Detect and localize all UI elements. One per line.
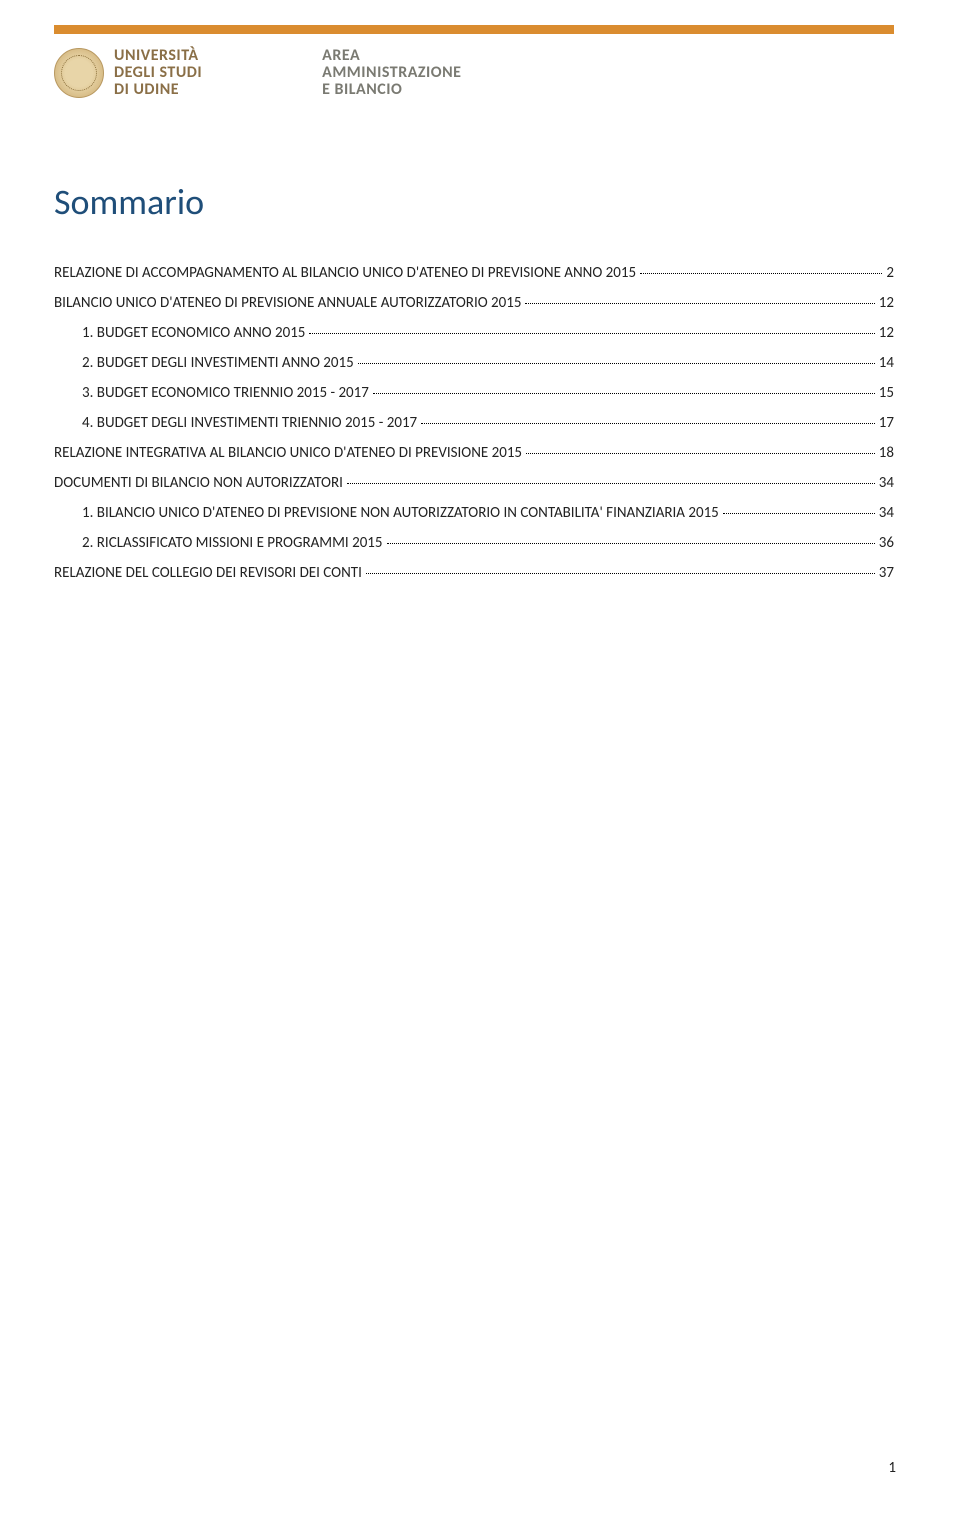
toc-page: 34 <box>879 474 894 492</box>
toc-label: 2. BUDGET DEGLI INVESTIMENTI ANNO 2015 <box>82 354 354 372</box>
toc-page: 37 <box>879 564 894 582</box>
toc-row[interactable]: 1. BILANCIO UNICO D'ATENEO DI PREVISIONE… <box>54 504 894 522</box>
toc-leader <box>387 543 875 544</box>
accent-bar <box>54 25 894 34</box>
toc-page: 18 <box>879 444 894 462</box>
uniud-wordmark: UNIVERSITÀ DEGLI STUDI DI UDINE <box>114 48 202 98</box>
toc-leader <box>373 393 875 394</box>
toc-page: 15 <box>879 384 894 402</box>
toc-leader <box>526 453 875 454</box>
toc-label: RELAZIONE DI ACCOMPAGNAMENTO AL BILANCIO… <box>54 264 636 282</box>
toc-leader <box>525 303 874 304</box>
toc-leader <box>309 333 874 334</box>
toc-label: DOCUMENTI DI BILANCIO NON AUTORIZZATORI <box>54 474 343 492</box>
toc-label: 1. BILANCIO UNICO D'ATENEO DI PREVISIONE… <box>82 504 719 522</box>
toc-label: 3. BUDGET ECONOMICO TRIENNIO 2015 - 2017 <box>82 384 369 402</box>
content: Sommario RELAZIONE DI ACCOMPAGNAMENTO AL… <box>54 180 894 594</box>
toc-leader <box>640 273 882 274</box>
toc-leader <box>366 573 875 574</box>
toc-row[interactable]: RELAZIONE INTEGRATIVA AL BILANCIO UNICO … <box>54 444 894 462</box>
toc-leader <box>358 363 875 364</box>
toc-label: RELAZIONE INTEGRATIVA AL BILANCIO UNICO … <box>54 444 522 462</box>
toc-label: BILANCIO UNICO D'ATENEO DI PREVISIONE AN… <box>54 294 521 312</box>
uniud-line3: DI UDINE <box>114 82 202 99</box>
toc-page: 34 <box>879 504 894 522</box>
toc-page: 12 <box>879 324 894 342</box>
toc-label: RELAZIONE DEL COLLEGIO DEI REVISORI DEI … <box>54 564 362 582</box>
toc-row[interactable]: DOCUMENTI DI BILANCIO NON AUTORIZZATORI 3… <box>54 474 894 492</box>
page-title: Sommario <box>54 180 894 224</box>
toc-row[interactable]: RELAZIONE DEL COLLEGIO DEI REVISORI DEI … <box>54 564 894 582</box>
toc-page: 14 <box>879 354 894 372</box>
toc-label: 1. BUDGET ECONOMICO ANNO 2015 <box>82 324 305 342</box>
header-logos: UNIVERSITÀ DEGLI STUDI DI UDINE AREA AMM… <box>54 48 461 98</box>
uniud-seal-icon <box>54 48 104 98</box>
toc-label: 4. BUDGET DEGLI INVESTIMENTI TRIENNIO 20… <box>82 414 417 432</box>
toc-page: 36 <box>879 534 894 552</box>
uniud-logo: UNIVERSITÀ DEGLI STUDI DI UDINE <box>54 48 202 98</box>
toc-row[interactable]: 2. BUDGET DEGLI INVESTIMENTI ANNO 2015 14 <box>54 354 894 372</box>
toc-row[interactable]: 4. BUDGET DEGLI INVESTIMENTI TRIENNIO 20… <box>54 414 894 432</box>
page-number: 1 <box>888 1459 896 1477</box>
toc-row[interactable]: BILANCIO UNICO D'ATENEO DI PREVISIONE AN… <box>54 294 894 312</box>
toc-row[interactable]: 2. RICLASSIFICATO MISSIONI E PROGRAMMI 2… <box>54 534 894 552</box>
toc-row[interactable]: RELAZIONE DI ACCOMPAGNAMENTO AL BILANCIO… <box>54 264 894 282</box>
toc-row[interactable]: 3. BUDGET ECONOMICO TRIENNIO 2015 - 2017… <box>54 384 894 402</box>
area-line3: E BILANCIO <box>322 82 461 99</box>
table-of-contents: RELAZIONE DI ACCOMPAGNAMENTO AL BILANCIO… <box>54 264 894 582</box>
toc-label: 2. RICLASSIFICATO MISSIONI E PROGRAMMI 2… <box>82 534 383 552</box>
toc-page: 12 <box>879 294 894 312</box>
toc-row[interactable]: 1. BUDGET ECONOMICO ANNO 2015 12 <box>54 324 894 342</box>
toc-page: 2 <box>886 264 894 282</box>
toc-leader <box>347 483 875 484</box>
area-wordmark: AREA AMMINISTRAZIONE E BILANCIO <box>322 48 461 98</box>
toc-leader <box>723 513 875 514</box>
toc-page: 17 <box>879 414 894 432</box>
toc-leader <box>421 423 875 424</box>
